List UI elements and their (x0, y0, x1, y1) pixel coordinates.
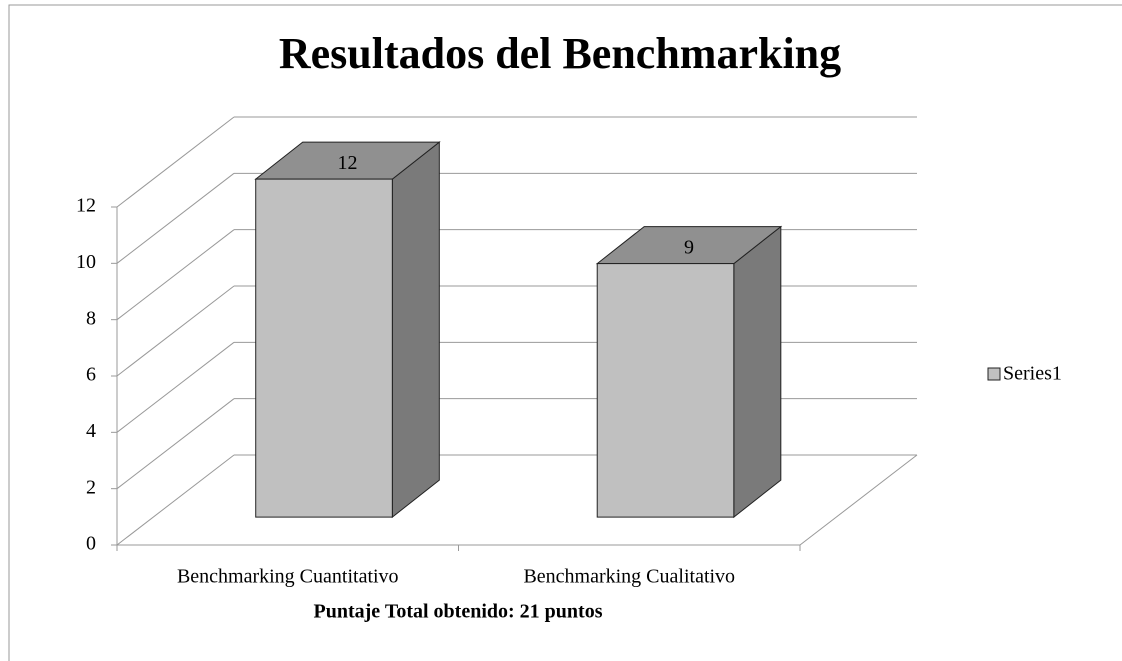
x-tick-label: Benchmarking Cuantitativo (177, 566, 399, 588)
legend-swatch (987, 367, 1001, 381)
chart-title: Resultados del Benchmarking (279, 29, 841, 78)
bar-side (733, 225, 782, 519)
data-label: 12 (338, 152, 358, 174)
y-tick-label: 6 (86, 364, 96, 386)
x-tick-label: Benchmarking Cualitativo (523, 566, 735, 588)
y-tick-label: 10 (76, 251, 96, 273)
bar (255, 178, 393, 518)
bar (596, 263, 735, 518)
x-axis-label: Puntaje Total obtenido: 21 puntos (314, 601, 603, 623)
y-tick-label: 2 (86, 476, 96, 498)
grid-line (116, 454, 235, 546)
bar-side (391, 141, 440, 519)
floor-edge (799, 454, 918, 546)
grid-line (116, 285, 235, 377)
y-tick-label: 4 (86, 420, 96, 442)
grid-line (116, 398, 235, 490)
chart-frame (8, 4, 1122, 661)
legend-label: Series1 (1003, 363, 1062, 385)
y-tick-label: 12 (76, 195, 96, 217)
y-tick-label: 8 (86, 307, 96, 329)
grid-line (116, 116, 235, 208)
data-label: 9 (684, 237, 694, 259)
y-tick-label: 0 (86, 533, 96, 555)
grid-line (116, 229, 235, 321)
grid-line (116, 341, 235, 433)
grid-line (116, 172, 235, 264)
